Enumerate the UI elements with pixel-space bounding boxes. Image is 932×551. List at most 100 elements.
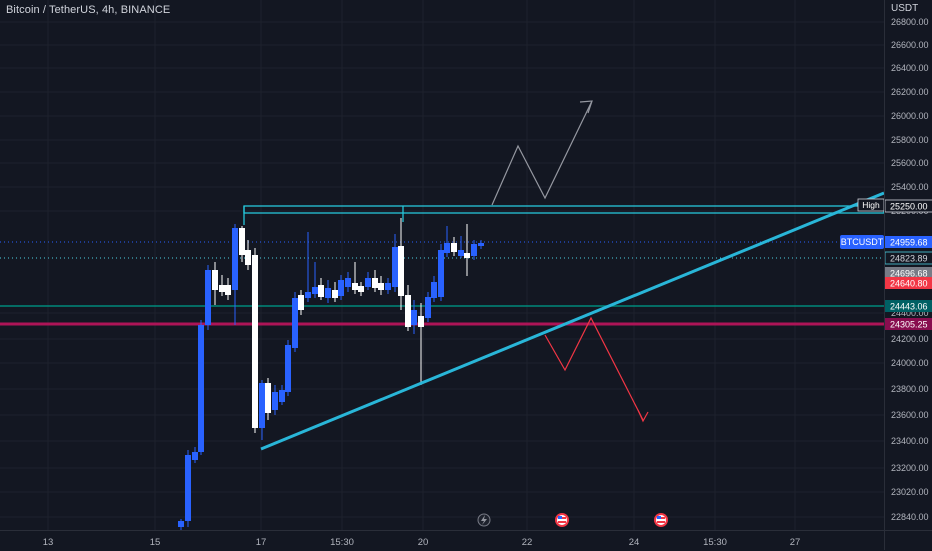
bullish-projection-path	[491, 100, 593, 206]
price-tick-label: 26800.00	[891, 17, 929, 27]
candle-body	[232, 228, 238, 290]
candle-body	[318, 285, 324, 297]
candle-body	[385, 283, 391, 290]
candle-body	[458, 250, 464, 256]
candle	[205, 265, 211, 330]
time-tick-label: 27	[790, 537, 801, 548]
candle	[372, 270, 378, 292]
candle-body	[185, 455, 191, 521]
candle	[292, 292, 298, 352]
candle	[185, 450, 191, 527]
candle	[411, 300, 417, 334]
candle-body	[225, 285, 231, 295]
price-tag-bg	[885, 199, 932, 213]
candle	[219, 275, 225, 296]
price-tag-text: 24696.68	[890, 269, 928, 279]
candle	[312, 262, 318, 298]
candle-body	[338, 280, 344, 296]
bearish-arrowhead	[637, 409, 649, 423]
price-tag-text: 24443.06	[890, 302, 928, 312]
candle	[198, 320, 204, 455]
candle-body	[378, 283, 384, 290]
candle-body	[431, 282, 437, 298]
time-tick-label: 17	[256, 537, 267, 548]
candle	[451, 237, 457, 256]
candle	[279, 385, 285, 405]
candle	[358, 282, 364, 296]
chart-canvas[interactable]: BTCUSDT High	[0, 0, 884, 530]
us-flag-icon-canton	[657, 516, 661, 519]
candle-body	[265, 383, 271, 413]
candle	[345, 272, 351, 292]
high-tag: High	[857, 198, 884, 212]
candle	[285, 340, 291, 396]
price-tag: 24959.68	[885, 236, 932, 248]
price-tick-label: 25600.00	[891, 158, 929, 168]
price-tag-bg	[885, 236, 932, 248]
candle	[365, 272, 371, 290]
scale-corner[interactable]	[884, 530, 932, 550]
price-tick-label: 25800.00	[891, 135, 929, 145]
time-tick-label: 22	[522, 537, 533, 548]
candle-body	[292, 298, 298, 348]
us-flag-icon-stripe	[558, 521, 566, 523]
candle	[178, 519, 184, 530]
candle-body	[411, 310, 417, 325]
candle-body	[239, 228, 245, 255]
lightning-icon	[477, 513, 491, 527]
candle-body	[332, 290, 338, 298]
candle	[378, 276, 384, 295]
candle	[385, 278, 391, 294]
price-tag: 24640.80	[885, 277, 932, 289]
candle	[444, 226, 450, 257]
time-tick-label: 15:30	[330, 537, 354, 548]
price-scale-canvas: 26800.00 26600.00 26400.00 26200.00 26000.00…	[885, 17, 932, 522]
bullish-arrowhead	[579, 100, 593, 114]
price-tag-text: 24305.25	[890, 320, 928, 330]
price-tick-label: 26400.00	[891, 63, 929, 73]
price-tag-bg	[885, 318, 932, 330]
price-tag: 24305.25	[885, 318, 932, 330]
candle	[478, 240, 484, 249]
candle	[418, 303, 424, 385]
candle	[398, 218, 404, 310]
price-tag: 25250.00	[885, 199, 932, 213]
time-tick-label: 20	[418, 537, 429, 548]
high-tag-bg	[857, 198, 884, 212]
candle-body	[192, 452, 198, 460]
time-scale-canvas: 13 15 17 15:30 20 22 24 15:30 27	[43, 537, 801, 548]
chart-area[interactable]: Bitcoin / TetherUS, 4h, BINANCE BTCUSDT H…	[0, 0, 884, 530]
candle	[259, 380, 265, 440]
price-tag-bg	[885, 251, 932, 265]
candle-body	[312, 287, 318, 294]
candle-body	[398, 246, 404, 296]
candle-body	[451, 243, 457, 252]
candle	[232, 224, 238, 325]
candle	[325, 280, 331, 303]
candle	[431, 276, 437, 302]
candle-body	[365, 278, 371, 287]
price-scale[interactable]: 26800.00 26600.00 26400.00 26200.00 26000.00…	[884, 0, 932, 530]
price-tick-label: 26200.00	[891, 87, 929, 97]
candle-body	[219, 285, 225, 292]
time-scale[interactable]: 13 15 17 15:30 20 22 24 15:30 27	[0, 530, 884, 550]
price-tick-label: 23800.00	[891, 384, 929, 394]
price-tag-bg	[885, 277, 932, 289]
price-tick-label: 23400.00	[891, 436, 929, 446]
us-flag-icon-stripe	[657, 521, 665, 523]
price-tag-bg	[885, 300, 932, 312]
price-tag: 24823.89	[885, 251, 932, 265]
bearish-projection-path	[544, 316, 644, 421]
symbol-price-tag: BTCUSDT	[840, 235, 884, 249]
candle-body	[252, 255, 258, 428]
candle	[425, 292, 431, 322]
candle	[265, 378, 271, 420]
candle-body	[279, 390, 285, 402]
candle-body	[418, 316, 424, 327]
candle-body	[178, 521, 184, 527]
candle-body	[272, 392, 278, 410]
time-tick-label: 15:30	[703, 537, 727, 548]
candle-body	[372, 278, 378, 288]
price-tick-label: 26600.00	[891, 40, 929, 50]
candle	[464, 224, 470, 276]
